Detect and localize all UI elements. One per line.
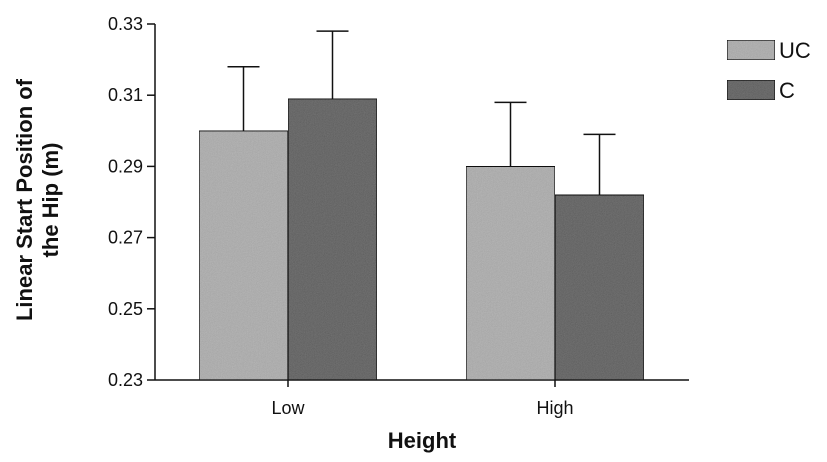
y-tick-label: 0.29	[108, 156, 143, 176]
y-ticks: 0.23 0.25 0.27 0.29 0.31 0.33	[108, 14, 155, 390]
y-axis-title-line2: the Hip (m)	[38, 143, 63, 258]
x-category-label: Low	[271, 398, 305, 418]
y-tick-label: 0.33	[108, 14, 143, 34]
y-tick-label: 0.23	[108, 370, 143, 390]
bar-c-low	[287, 98, 378, 381]
y-tick-label: 0.27	[108, 228, 143, 248]
bar-uc-low	[198, 130, 289, 381]
x-category-label: High	[536, 398, 573, 418]
legend-swatch-uc	[726, 39, 776, 61]
legend: UC C	[726, 38, 811, 103]
x-category-labels: Low High	[271, 380, 574, 418]
y-tick-label: 0.31	[108, 85, 143, 105]
legend-label-uc: UC	[779, 38, 811, 63]
legend-swatch-c	[726, 79, 776, 101]
bar-uc-high	[465, 165, 556, 381]
y-axis-title-line1: Linear Start Position of	[12, 78, 37, 321]
bar-c-high	[554, 194, 645, 381]
x-axis-title: Height	[388, 428, 457, 453]
y-tick-label: 0.25	[108, 299, 143, 319]
legend-label-c: C	[779, 78, 795, 103]
bars	[198, 98, 645, 381]
error-bars	[227, 30, 616, 195]
